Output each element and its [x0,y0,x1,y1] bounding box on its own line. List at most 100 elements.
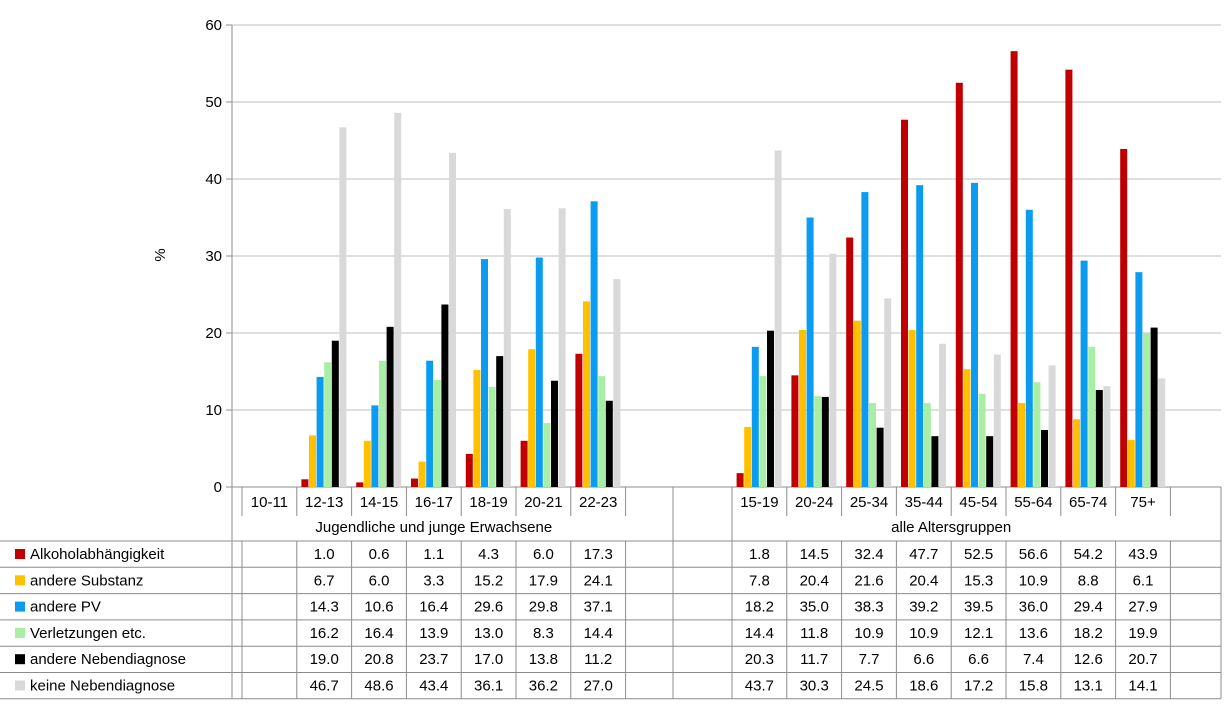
bar [309,435,316,487]
bar [1150,327,1158,487]
bar [426,360,434,487]
table-cell-value: 6.6 [913,651,934,668]
bar [1103,386,1111,487]
table-cell-value: 46.7 [310,678,339,695]
table-cell-value: 18.6 [909,678,938,695]
x-tick-label: 75+ [1130,494,1156,511]
table-cell-value: 21.6 [854,572,883,589]
table-cell-value: 10.6 [364,599,393,616]
bar [1088,346,1096,487]
legend-swatch [15,654,25,665]
legend-label: keine Nebendiagnose [30,678,175,695]
table-cell-value: 1.1 [423,546,444,563]
table-cell-value: 13.8 [529,651,558,668]
table-cell-value: 43.7 [745,678,774,695]
table-cell-value: 15.3 [964,572,993,589]
bar [1025,209,1033,488]
table-cell-value: 35.0 [800,599,829,616]
bar [759,376,767,487]
bar [558,208,566,487]
bar [963,369,971,487]
group-label: alle Altersgruppen [891,519,1011,536]
x-tick-label: 25-34 [850,494,888,511]
bar [535,257,543,487]
bar [978,393,986,487]
bar [916,185,924,487]
x-tick-label: 10-11 [251,494,288,511]
bar [876,427,884,487]
table-cell-value: 38.3 [854,599,883,616]
bars [301,51,1166,488]
legend-label: andere Nebendiagnose [30,651,186,668]
bar [1143,333,1150,487]
table-cell-value: 7.7 [859,651,880,668]
table-cell-value: 6.7 [314,572,335,589]
table-cell-value: 0.6 [369,546,390,563]
table-cell-value: 16.2 [310,625,339,642]
x-tick-label: 45-54 [959,494,997,511]
bar [605,400,613,487]
table-cell-value: 16.4 [364,625,393,642]
table-cell-value: 14.1 [1128,678,1157,695]
table-cell-value: 17.3 [584,546,613,563]
table-cell-value: 13.1 [1074,678,1103,695]
table-cell-value: 12.6 [1074,651,1103,668]
table-cell-value: 36.2 [529,678,558,695]
table-cell-value: 13.9 [419,625,448,642]
bar [1018,403,1026,487]
bar [551,380,558,487]
bar [1135,272,1143,487]
bar [744,426,752,487]
bar [590,201,598,487]
bar [503,209,511,487]
table-cell-value: 12.1 [964,625,993,642]
table-cell-value: 10.9 [909,625,938,642]
bar [736,473,744,487]
bar [575,353,583,487]
bar [433,379,441,487]
table-cell-value: 7.8 [749,572,770,589]
table-cell-value: 56.6 [1019,546,1048,563]
y-tick-label: 60 [205,17,222,34]
table-cell-value: 29.8 [529,599,558,616]
table-cell-value: 10.9 [854,625,883,642]
table-cell-value: 14.4 [584,625,613,642]
x-tick-label: 20-24 [795,494,833,511]
legend-swatch [15,627,25,638]
legend-label: Verletzungen etc. [30,625,146,642]
table-cell-value: 27.9 [1128,599,1157,616]
table-cell-value: 14.3 [310,599,339,616]
x-tick-label: 16-17 [415,494,453,511]
bar [846,237,854,487]
table-cell-value: 20.4 [909,572,938,589]
table-cell-value: 18.2 [745,599,774,616]
table-cell-value: 10.9 [1019,572,1048,589]
x-tick-label: 18-19 [469,494,507,511]
bar [301,479,309,487]
table-cell-value: 36.0 [1019,599,1048,616]
bar [496,356,504,487]
table-cell-value: 7.4 [1023,651,1044,668]
data-table: Alkoholabhängigkeit 1.0 0.6 1.1 4.3 6.0 17.3 1.… [0,540,1222,700]
legend-swatch [15,575,25,586]
bar [411,478,418,487]
table-cell-value: 32.4 [854,546,883,563]
bar [488,386,496,487]
y-tick-label: 20 [205,325,222,342]
bar [829,253,837,487]
table-cell-value: 24.1 [584,572,613,589]
table-cell-value: 52.5 [964,546,993,563]
table-cell-value: 11.7 [800,651,828,668]
bar [1080,260,1088,487]
x-tick-label: 55-64 [1014,494,1052,511]
bar [316,376,324,487]
table-cell-value: 13.0 [474,625,503,642]
bar [465,453,473,487]
table-cell-value: 1.8 [749,546,770,563]
x-tick-label: 20-21 [524,494,562,511]
bar [363,440,371,487]
table-cell-value: 15.2 [474,572,503,589]
y-tick-label: 10 [205,402,222,419]
table-cell-value: 47.7 [909,546,938,563]
table-cell-value: 29.4 [1074,599,1103,616]
